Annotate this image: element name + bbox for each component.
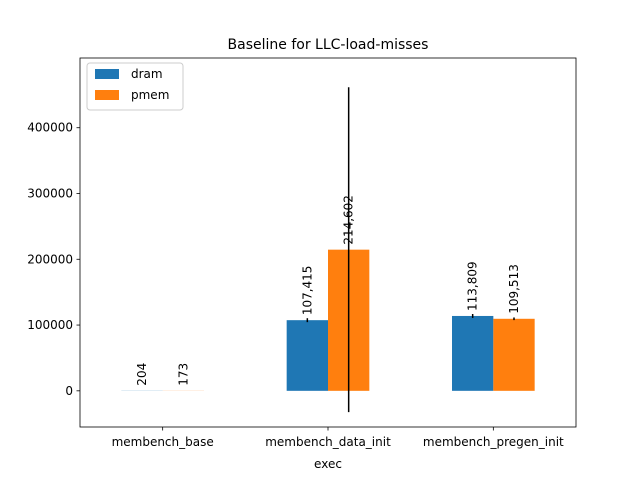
- x-tick-label: membench_base: [112, 435, 214, 449]
- y-tick-label: 400000: [27, 121, 73, 135]
- bar-dram: [286, 320, 328, 391]
- y-tick-label: 0: [65, 384, 73, 398]
- error-bars: [306, 87, 515, 413]
- axis-ticks: 0 100000 200000 300000 400000 membench_base me…: [27, 121, 564, 449]
- legend: dram pmem: [86, 62, 184, 111]
- legend-label-dram: dram: [131, 67, 163, 81]
- legend-swatch-pmem: [95, 90, 119, 100]
- x-tick-label: membench_pregen_init: [423, 435, 564, 449]
- bar-pmem: [493, 318, 535, 391]
- bar-value-label-dram: 113,809: [466, 261, 480, 311]
- y-tick-label: 200000: [27, 252, 73, 266]
- bar-value-label-pmem: 109,513: [507, 264, 521, 314]
- y-tick-label: 100000: [27, 318, 73, 332]
- bars: [121, 249, 535, 391]
- bar-labels: 204 107,415 113,809 173 214,602 109,513: [135, 195, 521, 386]
- y-tick-label: 300000: [27, 186, 73, 200]
- legend-label-pmem: pmem: [131, 88, 169, 102]
- legend-swatch-dram: [95, 69, 119, 79]
- bar-value-label-pmem: 214,602: [342, 195, 356, 245]
- bar-dram: [452, 315, 494, 391]
- x-tick-label: membench_data_init: [265, 435, 391, 449]
- chart-title: Baseline for LLC-load-misses: [228, 37, 429, 53]
- plot-frame: [79, 57, 577, 428]
- bar-value-label-pmem: 173: [176, 363, 190, 386]
- bar-value-label-dram: 204: [135, 363, 149, 386]
- bar-value-label-dram: 107,415: [300, 266, 314, 316]
- x-axis-label: exec: [314, 457, 342, 471]
